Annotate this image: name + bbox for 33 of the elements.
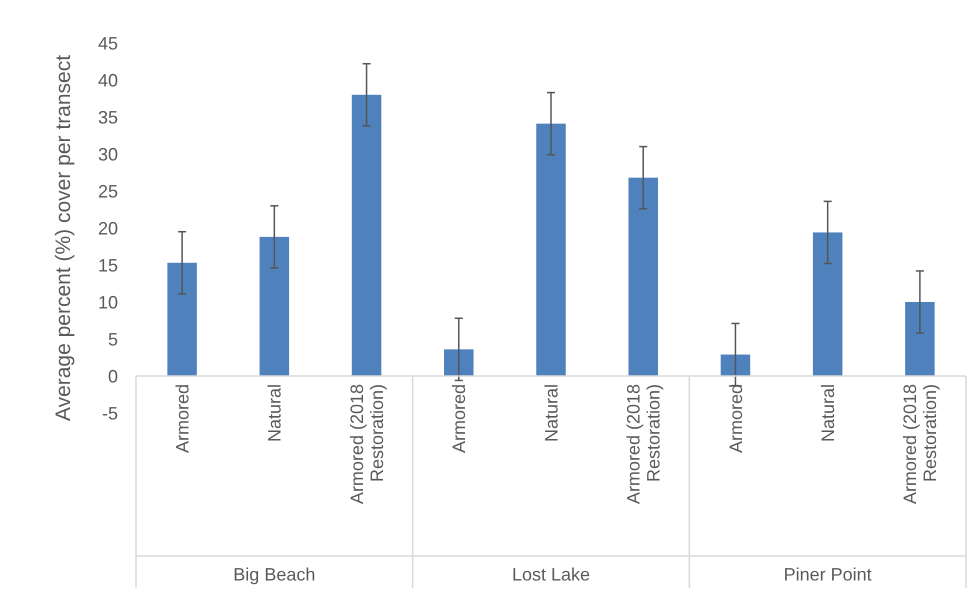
x-tick-label: Armored (2018 Restoration) — [900, 384, 940, 504]
text: Big Beach — [233, 564, 316, 584]
bar — [720, 354, 750, 376]
bar — [905, 302, 935, 376]
y-tick-label: 15 — [98, 255, 118, 276]
bar — [628, 178, 658, 376]
y-tick-label: 5 — [108, 329, 118, 350]
y-tick-label: 0 — [108, 366, 118, 386]
bar — [352, 94, 382, 376]
x-tick-label: Armored (2018 Restoration) — [346, 384, 387, 504]
y-tick-label: 35 — [98, 107, 118, 128]
x-tick-label: Natural — [541, 384, 562, 442]
text: Lost Lake — [512, 564, 590, 584]
y-tick-label: 25 — [98, 181, 118, 202]
y-tick-label: 30 — [98, 144, 118, 164]
bar — [260, 236, 290, 376]
y-axis-title: Average percent (%) cover per transect — [52, 54, 75, 422]
x-tick-label: Armored — [726, 384, 746, 454]
x-tick-label: Natural — [818, 384, 838, 442]
bar — [536, 124, 566, 376]
bar — [812, 232, 842, 376]
bar — [167, 262, 197, 376]
x-tick-label: Armored (2018 Restoration) — [624, 384, 664, 504]
y-tick-label: 20 — [98, 218, 118, 238]
y-tick-label: -5 — [102, 403, 118, 424]
y-tick-label: 10 — [98, 292, 118, 312]
x-tick-label: Armored — [172, 384, 192, 454]
x-tick-label: Natural — [264, 384, 285, 442]
y-tick-label: 45 — [98, 33, 118, 54]
bar — [444, 349, 474, 376]
y-tick-label: 40 — [98, 70, 118, 90]
text: Piner Point — [784, 564, 872, 584]
x-tick-label: Armored — [449, 384, 470, 454]
